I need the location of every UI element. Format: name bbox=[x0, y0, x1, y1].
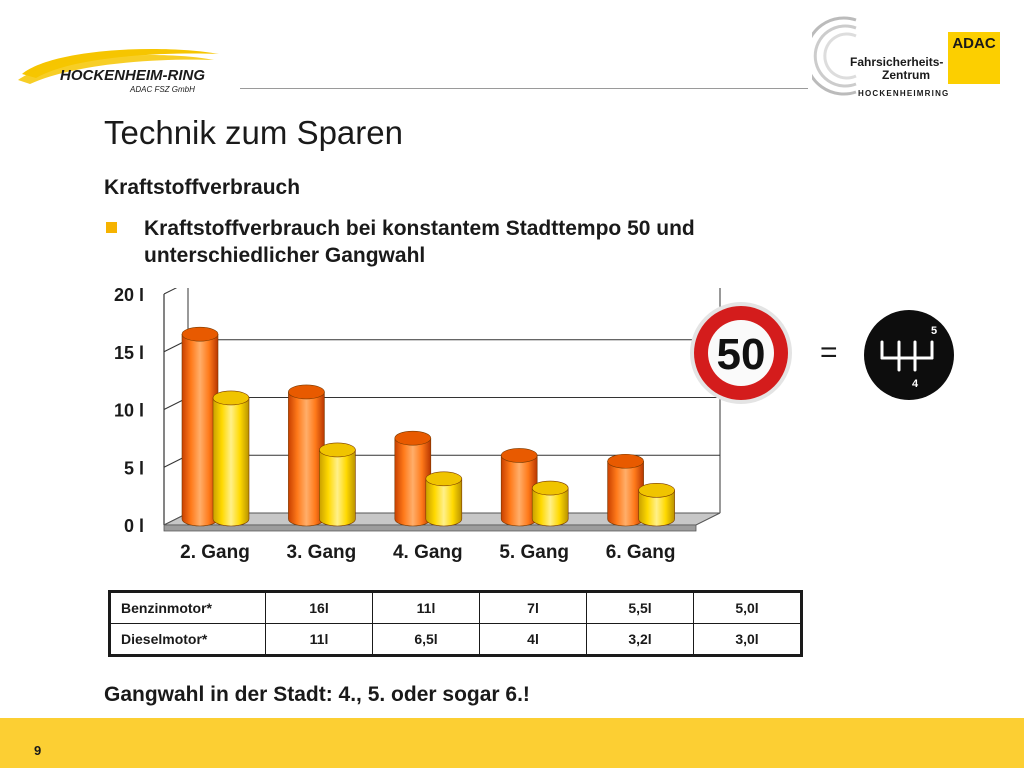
svg-text:ADAC FSZ GmbH: ADAC FSZ GmbH bbox=[129, 85, 195, 94]
svg-text:Fahrsicherheits-: Fahrsicherheits- bbox=[850, 55, 943, 69]
equals-sign: = bbox=[820, 336, 838, 369]
bar-body bbox=[425, 478, 463, 527]
speed-limit-value: 50 bbox=[717, 330, 766, 379]
bar bbox=[638, 483, 675, 527]
y-tick-label: 15 l bbox=[114, 343, 144, 363]
bar bbox=[288, 384, 325, 527]
bar-top bbox=[288, 384, 325, 400]
svg-text:HOCKENHEIM-RING: HOCKENHEIM-RING bbox=[60, 67, 205, 84]
bar-body bbox=[500, 455, 538, 527]
bar-body bbox=[638, 490, 675, 527]
bar-top bbox=[607, 453, 644, 469]
table-cell: 7l bbox=[479, 591, 587, 624]
x-tick-label: 4. Gang bbox=[393, 542, 463, 563]
page-number: 9 bbox=[34, 743, 42, 758]
bar bbox=[212, 390, 250, 527]
table-cell: 3,2l bbox=[586, 623, 694, 656]
bar bbox=[425, 471, 463, 527]
y-tick-label: 10 l bbox=[114, 401, 144, 421]
fahrsicherheitszentrum-logo: Fahrsicherheits- Zentrum HOCKENHEIMRING … bbox=[812, 16, 1000, 98]
table-row-label: Benzinmotor* bbox=[109, 591, 266, 624]
bar-top bbox=[425, 471, 463, 487]
footer-bar bbox=[0, 718, 1024, 768]
section-subtitle: Kraftstoffverbrauch bbox=[104, 176, 301, 199]
x-tick-label: 5. Gang bbox=[499, 542, 569, 563]
table-row-label: Dieselmotor* bbox=[109, 623, 266, 656]
bar-body bbox=[607, 460, 644, 527]
bar-body bbox=[531, 487, 569, 527]
bar bbox=[531, 480, 569, 527]
svg-text:Zentrum: Zentrum bbox=[882, 68, 930, 82]
bar bbox=[181, 326, 219, 527]
bar-top bbox=[319, 442, 356, 458]
table-cell: 11l bbox=[372, 591, 480, 624]
hockenheim-ring-logo: HOCKENHEIM-RING ADAC FSZ GmbH bbox=[18, 48, 219, 94]
table-cell: 4l bbox=[479, 623, 587, 656]
table-cell: 5,5l bbox=[586, 591, 694, 624]
grid-line-diagonal bbox=[163, 288, 178, 295]
x-tick-label: 2. Gang bbox=[180, 542, 250, 563]
chart-floor-edge bbox=[163, 524, 697, 532]
table-row: Benzinmotor* 16l 11l 7l 5,5l 5,0l bbox=[109, 591, 802, 624]
header-divider bbox=[240, 88, 808, 89]
speed-limit-sign-icon: 50 bbox=[690, 302, 792, 404]
chart-x-axis: 2. Gang 3. Gang 4. Gang 5. Gang 6. Gang bbox=[180, 542, 675, 563]
bar-top bbox=[531, 480, 569, 496]
bar-body bbox=[394, 437, 432, 527]
table-cell: 11l bbox=[265, 623, 373, 656]
fuel-consumption-chart: 0 l 5 l 10 l 15 l 20 l 2. Gang 3. Gang 4. Gang… bbox=[114, 288, 721, 563]
bullet-text: Kraftstoffverbrauch bei konstantem Stadt… bbox=[144, 217, 695, 267]
chart-bars bbox=[181, 326, 675, 527]
bar bbox=[394, 430, 432, 527]
svg-text:ADAC: ADAC bbox=[952, 35, 995, 52]
x-tick-label: 6. Gang bbox=[606, 542, 676, 563]
table-cell: 3,0l bbox=[693, 623, 802, 656]
y-tick-label: 20 l bbox=[114, 288, 144, 305]
gear-shift-knob-icon: 5 4 bbox=[864, 310, 954, 400]
bar-top bbox=[394, 430, 432, 446]
bar-top bbox=[638, 483, 675, 498]
bar-body bbox=[212, 397, 250, 527]
y-tick-label: 0 l bbox=[124, 516, 144, 536]
bullet-square-icon bbox=[106, 222, 117, 233]
slide-title: Technik zum Sparen bbox=[104, 114, 403, 151]
y-tick-label: 5 l bbox=[124, 458, 144, 478]
table-cell: 16l bbox=[265, 591, 373, 624]
chart-y-axis: 0 l 5 l 10 l 15 l 20 l bbox=[114, 288, 144, 536]
bar-top bbox=[500, 448, 538, 463]
bar-body bbox=[181, 333, 219, 527]
bar-top bbox=[212, 390, 250, 406]
consumption-table: Benzinmotor* 16l 11l 7l 5,5l 5,0l Diesel… bbox=[108, 590, 803, 657]
bar bbox=[319, 442, 356, 527]
table-cell: 6,5l bbox=[372, 623, 480, 656]
bar bbox=[500, 448, 538, 527]
bar-top bbox=[181, 326, 219, 342]
conclusion-text: Gangwahl in der Stadt: 4., 5. oder sogar… bbox=[104, 683, 530, 706]
gear-label-bottom: 4 bbox=[912, 378, 919, 390]
table-cell: 5,0l bbox=[693, 591, 802, 624]
bar-body bbox=[319, 449, 356, 527]
x-tick-label: 3. Gang bbox=[287, 542, 357, 563]
svg-text:HOCKENHEIMRING: HOCKENHEIMRING bbox=[858, 89, 949, 98]
table-row: Dieselmotor* 11l 6,5l 4l 3,2l 3,0l bbox=[109, 623, 802, 656]
bar bbox=[607, 453, 644, 527]
gear-label-top: 5 bbox=[931, 325, 937, 337]
bar-body bbox=[288, 391, 325, 527]
